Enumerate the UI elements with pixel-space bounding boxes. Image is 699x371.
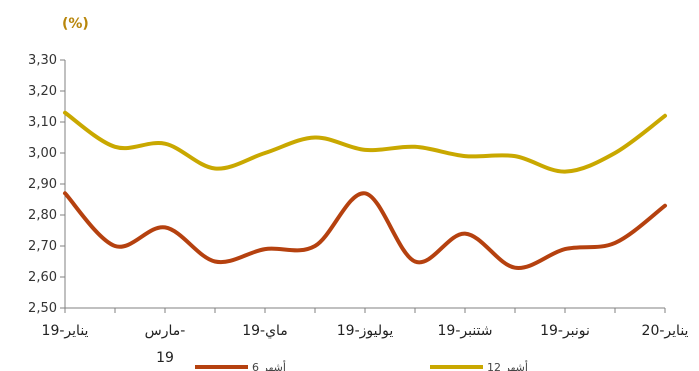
y-tick-label: 2,80 (28, 208, 57, 223)
x-tick-label: مارس- (145, 323, 186, 339)
y-tick-label: 3,30 (28, 53, 57, 68)
series-layer (63, 110, 667, 270)
y-axis: 2,50 2,60 2,70 2,80 2,90 3,00 3,10 3,20 3,30 (28, 53, 66, 316)
legend-label: 12 أشهر (487, 360, 528, 371)
x-tick-label: يوليوز-19 (337, 323, 394, 339)
y-tick-label: 3,00 (28, 146, 57, 161)
y-tick-label: 2,90 (28, 177, 57, 192)
y-tick-label: 3,10 (28, 115, 57, 130)
x-tick-label: يناير-19 (42, 323, 89, 339)
x-tick-label: نونبر-19 (540, 323, 590, 339)
x-tick-label: ماي-19 (242, 323, 288, 339)
legend-label: 6 أشهر (252, 360, 286, 371)
series-line-12m (63, 110, 667, 174)
legend: 6 أشهر 12 أشهر (195, 360, 528, 371)
x-tick-label: يناير-20 (642, 323, 689, 339)
y-tick-label: 2,70 (28, 239, 57, 254)
x-axis: يناير-19 مارس- 19 ماي-19 يوليوز-19 شتنبر-19 نو… (42, 307, 689, 366)
y-tick-label: 2,60 (28, 270, 57, 285)
y-tick-label: 3,20 (28, 84, 57, 99)
x-tick-label: شتنبر-19 (437, 323, 492, 339)
x-tick-label: 19 (156, 350, 174, 366)
series-line-6m (63, 191, 667, 270)
unit-label: (%) (62, 16, 89, 32)
y-tick-label: 2,50 (28, 301, 57, 316)
